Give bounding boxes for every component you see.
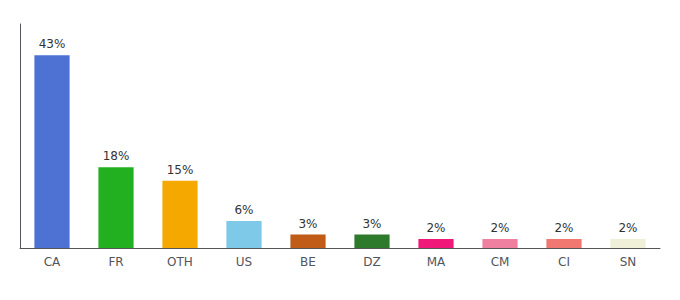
svg-text:18%: 18% <box>103 149 130 163</box>
svg-text:2%: 2% <box>618 221 637 235</box>
svg-text:2%: 2% <box>426 221 445 235</box>
svg-text:CI: CI <box>558 255 570 269</box>
svg-text:15%: 15% <box>167 163 194 177</box>
svg-text:FR: FR <box>108 255 123 269</box>
svg-text:US: US <box>236 255 252 269</box>
svg-text:2%: 2% <box>490 221 509 235</box>
svg-text:MA: MA <box>427 255 446 269</box>
svg-text:CA: CA <box>44 255 61 269</box>
svg-text:3%: 3% <box>362 217 381 231</box>
svg-text:SN: SN <box>620 255 637 269</box>
svg-text:BE: BE <box>300 255 316 269</box>
svg-text:CM: CM <box>491 255 510 269</box>
svg-text:2%: 2% <box>554 221 573 235</box>
svg-text:6%: 6% <box>234 203 253 217</box>
svg-text:OTH: OTH <box>167 255 193 269</box>
svg-text:DZ: DZ <box>363 255 380 269</box>
svg-text:3%: 3% <box>298 217 317 231</box>
svg-text:43%: 43% <box>39 37 66 51</box>
